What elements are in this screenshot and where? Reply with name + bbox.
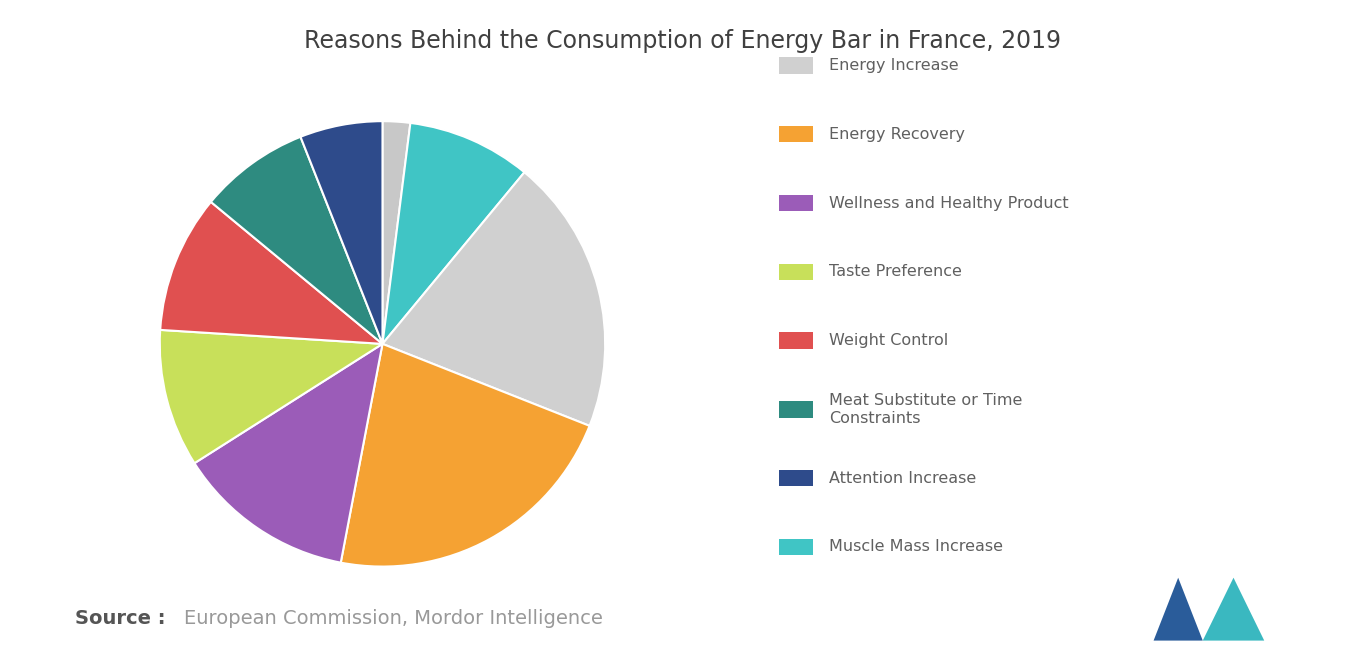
Text: European Commission, Mordor Intelligence: European Commission, Mordor Intelligence [184, 609, 604, 629]
Text: Weight Control: Weight Control [829, 333, 948, 348]
Text: Reasons Behind the Consumption of Energy Bar in France, 2019: Reasons Behind the Consumption of Energy… [305, 29, 1061, 54]
Polygon shape [1153, 578, 1202, 641]
Wedge shape [210, 137, 382, 344]
Text: Meat Substitute or Time
Constraints: Meat Substitute or Time Constraints [829, 393, 1023, 426]
Wedge shape [194, 344, 382, 563]
Wedge shape [160, 202, 382, 344]
Wedge shape [382, 121, 410, 344]
Text: Source :: Source : [75, 609, 165, 629]
Text: Muscle Mass Increase: Muscle Mass Increase [829, 540, 1003, 554]
Text: Energy Increase: Energy Increase [829, 58, 959, 73]
Wedge shape [382, 172, 605, 426]
Text: Energy Recovery: Energy Recovery [829, 127, 966, 141]
Wedge shape [340, 344, 590, 567]
Wedge shape [160, 330, 382, 463]
Text: Attention Increase: Attention Increase [829, 471, 977, 485]
Polygon shape [1202, 578, 1265, 641]
Wedge shape [301, 121, 382, 344]
Text: Taste Preference: Taste Preference [829, 265, 962, 279]
Wedge shape [382, 123, 525, 344]
Text: Wellness and Healthy Product: Wellness and Healthy Product [829, 196, 1068, 210]
